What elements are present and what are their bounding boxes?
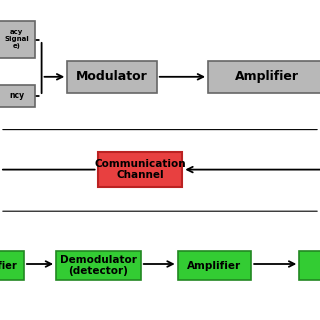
Text: Demodulator
(detector): Demodulator (detector) [60, 255, 137, 276]
Bar [0, 21, 35, 58]
Bar [208, 61, 320, 93]
Text: Communication
Channel: Communication Channel [94, 159, 186, 180]
Text: ncy: ncy [9, 92, 24, 100]
Text: ifier: ifier [0, 260, 17, 271]
Bar [98, 152, 182, 187]
Bar [299, 251, 320, 280]
Bar [56, 251, 141, 280]
Text: Amplifier: Amplifier [187, 260, 242, 271]
Text: Modulator: Modulator [76, 70, 148, 83]
Text: acy
Signal
e): acy Signal e) [4, 29, 29, 49]
Text: Amplifier: Amplifier [235, 70, 299, 83]
Bar [178, 251, 251, 280]
Bar [0, 85, 35, 107]
Bar [67, 61, 157, 93]
Bar [0, 251, 24, 280]
